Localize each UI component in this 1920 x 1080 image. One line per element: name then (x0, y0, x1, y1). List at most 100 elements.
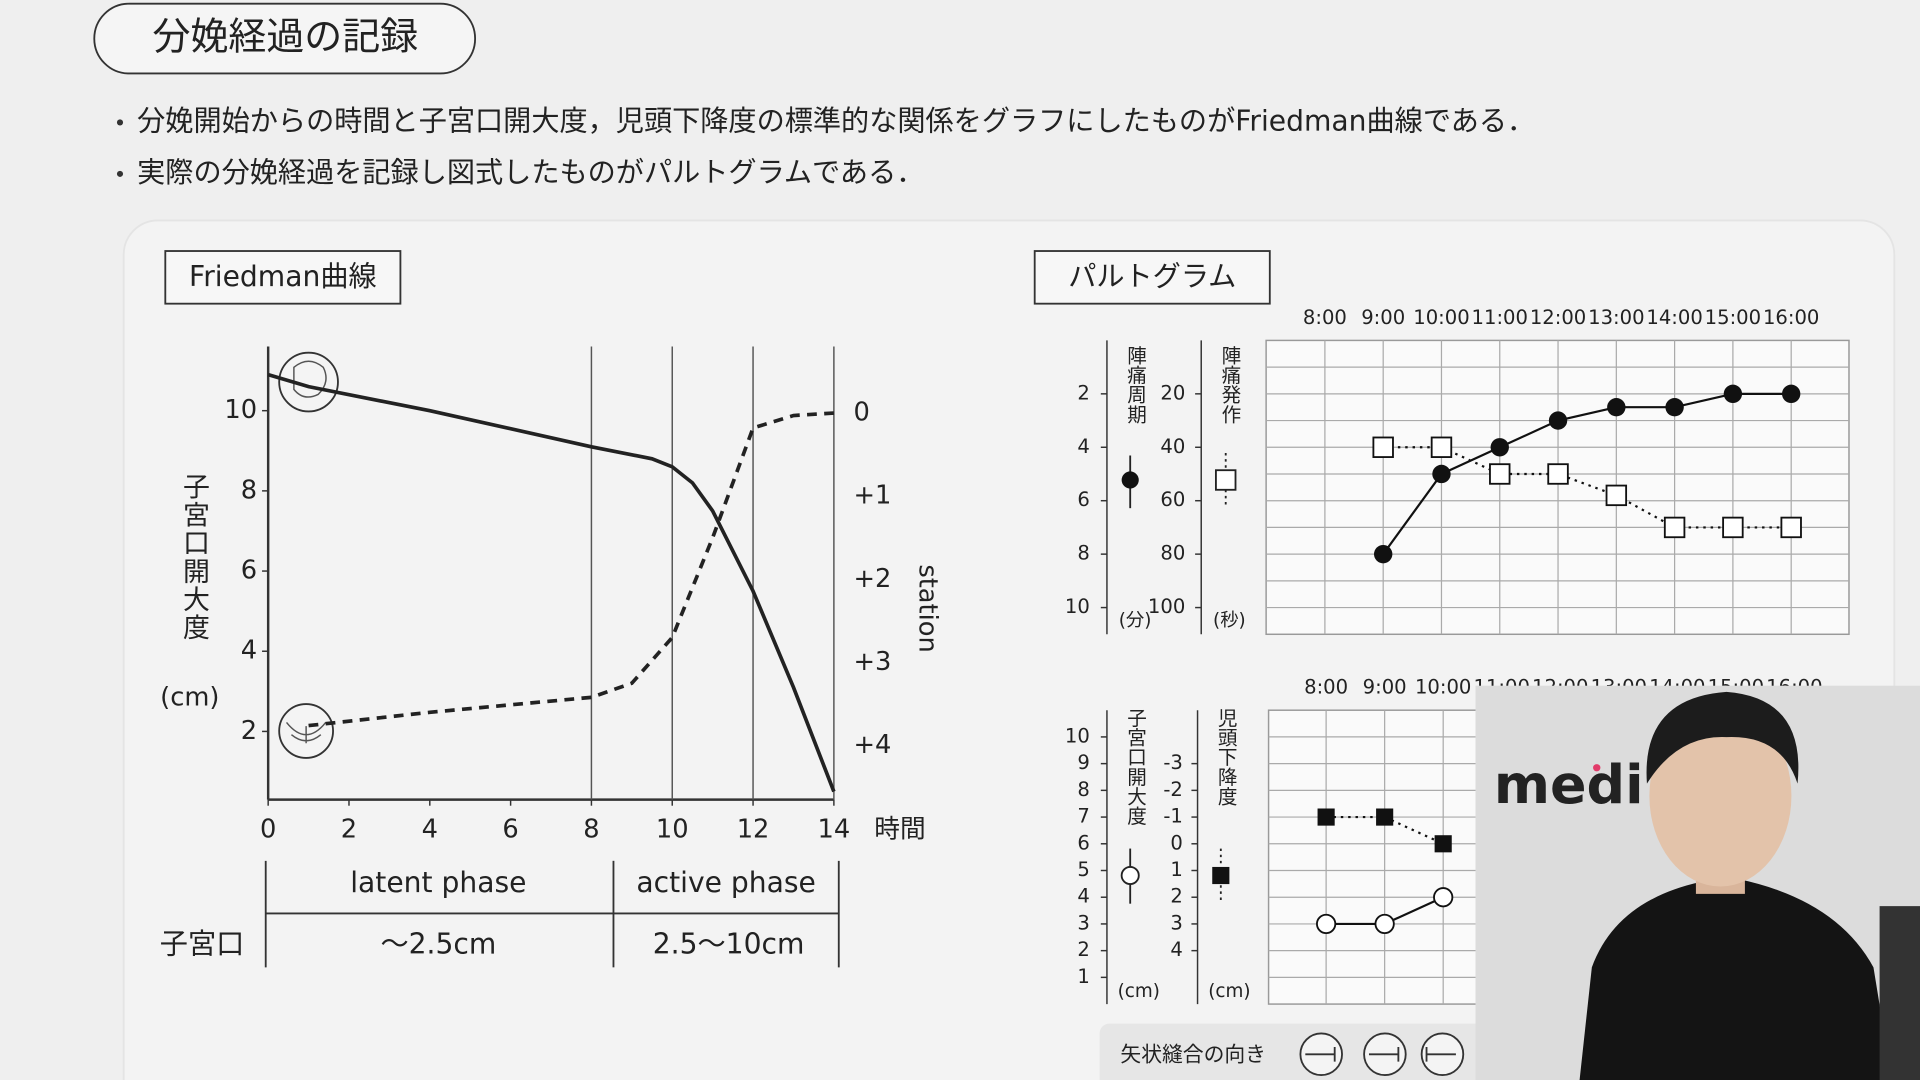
point (1433, 887, 1454, 908)
x-tick-label: 8:00 (1304, 676, 1348, 699)
point (1607, 398, 1626, 417)
suture-icons (1299, 1032, 1465, 1077)
y2-tick-label: +1 (853, 481, 891, 511)
series-line (308, 411, 834, 728)
y2-axis-unit: (秒) (1213, 610, 1246, 631)
suture-legend-label: 矢状縫合の向き (1120, 1043, 1266, 1067)
y2-tick-label: 100 (1148, 595, 1185, 618)
legend-open-square (1215, 453, 1237, 509)
point (1490, 438, 1509, 457)
x-tick-label: 2 (341, 815, 357, 845)
x-tick-label: 10:00 (1413, 306, 1469, 329)
y2-tick-label: 3 (1170, 911, 1182, 934)
y-tick-label: 5 (1077, 858, 1089, 881)
x-tick-label: 12:00 (1530, 306, 1586, 329)
y-tick-label: 2 (1077, 938, 1089, 961)
point (1434, 835, 1452, 853)
slide-title: 分娩経過の記録 (153, 15, 419, 59)
webcam-overlay: medi (1475, 685, 1920, 1080)
chart-title: パルトグラム (1068, 260, 1236, 293)
chart-title-box (1033, 250, 1271, 305)
bullet-dot (116, 119, 124, 126)
legend-filled-square (1212, 848, 1230, 904)
x-tick-label: 6 (502, 815, 518, 845)
point (1432, 464, 1451, 484)
y-tick-label: 8 (241, 475, 257, 505)
y-tick-label: 6 (1077, 831, 1089, 854)
x-tick-label: 9:00 (1363, 676, 1407, 699)
x-tick-label: 9:00 (1361, 306, 1405, 329)
x-tick-label: 13:00 (1588, 306, 1644, 329)
bullet-dot (116, 170, 124, 177)
bullet-text: 実際の分娩経過を記録し図式したものがパルトグラムである． (137, 156, 924, 189)
y2-tick-label: -2 (1163, 778, 1183, 801)
x-tick-label: 12 (737, 815, 770, 845)
point (1372, 436, 1394, 458)
phase-name: active phase (636, 866, 816, 899)
point (1430, 436, 1453, 458)
y2-tick-label: 0 (1170, 831, 1182, 854)
series-line (1382, 392, 1792, 555)
y2-tick-label: 1 (1170, 858, 1182, 881)
y2-tick-label: -3 (1163, 751, 1183, 774)
point (1374, 544, 1393, 564)
y-tick-label: 6 (1077, 488, 1089, 511)
phase-range: 〜2.5cm (380, 927, 496, 960)
x-tick-label: 10 (656, 815, 689, 845)
y-tick-label: 2 (241, 716, 257, 746)
point (1665, 398, 1684, 417)
y-axis-unit: (分) (1119, 610, 1152, 631)
x-tick-label: 4 (422, 815, 438, 845)
y2-tick-label: 4 (1170, 938, 1182, 961)
point (1548, 411, 1568, 430)
series-line (267, 372, 836, 793)
y-tick-label: 10 (224, 395, 257, 425)
point (1489, 463, 1511, 485)
y2-axis-label: 陣痛発作 (1218, 345, 1241, 423)
point (1605, 484, 1628, 507)
point (1723, 384, 1743, 404)
x-tick-label: 8:00 (1303, 306, 1347, 329)
phase-range: 2.5〜10cm (653, 927, 805, 960)
y-tick-label: 6 (241, 556, 257, 586)
title-pill (93, 2, 477, 75)
y2-tick-label: 60 (1160, 488, 1185, 511)
y-tick-label: 8 (1077, 778, 1089, 801)
point (1317, 808, 1335, 826)
y-tick-label: 4 (1077, 435, 1089, 458)
y-tick-label: 4 (1077, 885, 1089, 908)
logo-text: medi (1494, 753, 1644, 816)
phase-row-label: 子宮口 (160, 927, 244, 960)
pelvis-icon (278, 703, 334, 759)
head-icon (278, 351, 339, 413)
bullet-text: 分娩開始からの時間と子宮口開大度，児頭下降度の標準的な関係をグラフにしたものがF… (137, 104, 1535, 137)
y-axis-unit: (cm) (1118, 981, 1160, 1002)
y-axis-label: 陣痛周期 (1124, 345, 1147, 423)
y2-tick-label: 80 (1160, 542, 1185, 565)
x-tick-label: 8 (583, 815, 599, 845)
point (1547, 463, 1569, 485)
y-axis-label: 子宮口開大度 (178, 473, 209, 642)
legend-open-circle (1120, 848, 1140, 904)
y-tick-label: 4 (241, 636, 257, 666)
x-tick-label: 11:00 (1472, 306, 1528, 329)
x-tick-label: 10:00 (1415, 676, 1471, 699)
y2-tick-label: -1 (1163, 805, 1183, 828)
y2-tick-label: +4 (853, 730, 891, 760)
point (1374, 913, 1395, 935)
y2-tick-label: 0 (853, 398, 869, 428)
y2-tick-label: +2 (853, 564, 891, 594)
y-axis-label: 子宮口開大度 (1124, 708, 1147, 826)
y-tick-label: 2 (1077, 381, 1089, 404)
y2-tick-label: 40 (1160, 435, 1185, 458)
y2-axis-label: 児頭下降度 (1214, 708, 1237, 806)
point (1376, 808, 1394, 826)
y2-axis-unit: (cm) (1208, 981, 1250, 1002)
y-tick-label: 1 (1077, 965, 1089, 988)
point (1782, 384, 1801, 404)
y-tick-label: 8 (1077, 542, 1089, 565)
y-tick-label: 9 (1077, 751, 1089, 774)
y2-tick-label: 20 (1160, 381, 1185, 404)
